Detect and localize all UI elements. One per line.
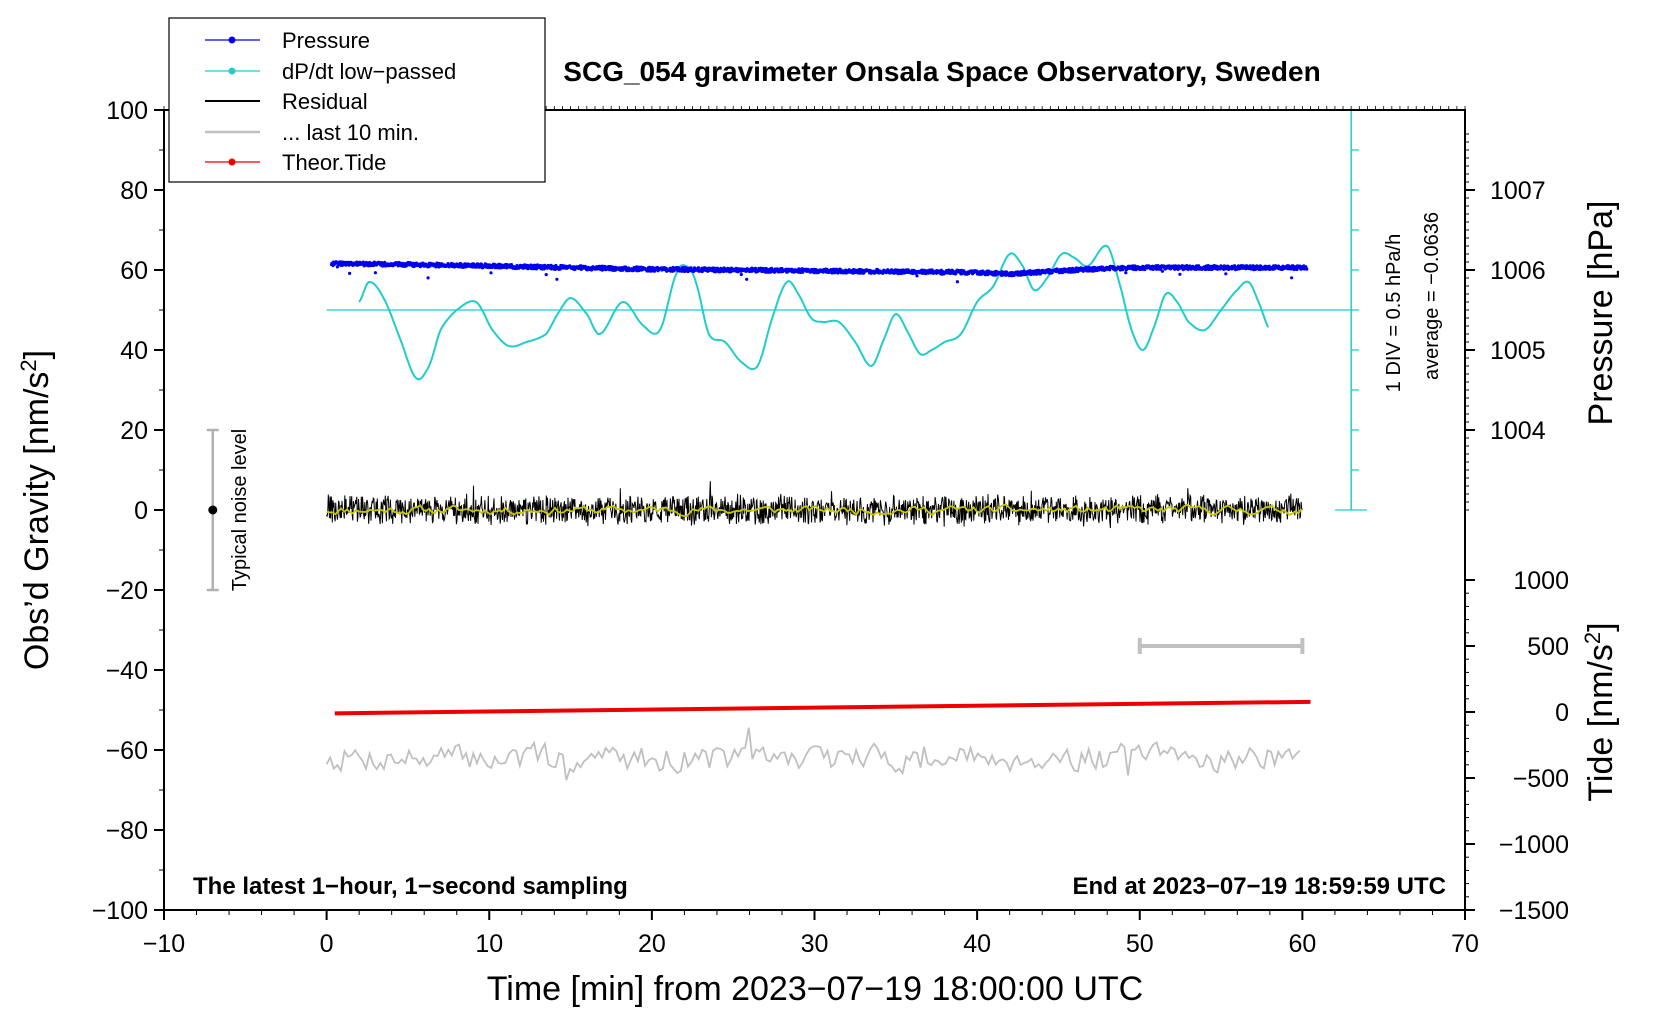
x-tick-label: 20 <box>638 930 666 958</box>
ticks-layer: −10 0 10 20 30 40 50 60 70100806040200−20−40−60−… <box>92 97 1569 958</box>
legend-marker-tide <box>228 158 236 166</box>
legend-label-pressure: Pressure <box>282 28 370 53</box>
y-tick-label: −40 <box>106 657 148 685</box>
pressure-tick-label: 1007 <box>1490 177 1546 205</box>
legend-label-residual: Residual <box>282 89 368 114</box>
series-residual <box>326 481 1303 529</box>
pressure-point <box>1224 272 1228 276</box>
legend-label-tide: Theor.Tide <box>282 150 386 175</box>
tide-tick-label: −1500 <box>1499 897 1569 925</box>
series-residual-shifted-gray <box>325 727 1301 781</box>
pressure-point <box>426 276 430 280</box>
pressure-point <box>373 271 377 275</box>
x-tick-label: −10 <box>143 930 185 958</box>
pressure-point <box>1160 269 1164 273</box>
legend-marker-pressure <box>228 36 236 44</box>
pressure-point <box>739 272 743 277</box>
legend-label-last10: ... last 10 min. <box>282 120 419 145</box>
annotation-sampling: The latest 1−hour, 1−second sampling <box>193 873 628 900</box>
pressure-point <box>383 260 387 264</box>
pressure-point <box>689 266 693 270</box>
pressure-tick-label: 1005 <box>1490 337 1546 365</box>
series-dpdt-low-passed <box>358 244 1270 381</box>
noise-level-label: Typical noise level <box>229 429 251 591</box>
pressure-point <box>915 274 919 278</box>
pressure-point <box>1295 267 1299 272</box>
legend: Pressure dP/dt low−passed Residual ... l… <box>168 17 546 183</box>
chart-title: SCG_054 gravimeter Onsala Space Observat… <box>563 56 1320 87</box>
pressure-point <box>555 277 559 281</box>
tide-tick-label: −500 <box>1513 765 1569 793</box>
y-tick-label: −80 <box>106 817 148 845</box>
legend-marker-dpdt <box>228 67 236 75</box>
pressure-point <box>696 266 701 270</box>
tide-tick-label: −1000 <box>1499 831 1569 859</box>
pressure-point <box>1176 267 1180 271</box>
series-layer <box>206 109 1368 781</box>
x-tick-label: 30 <box>801 930 829 958</box>
y-tick-label: 20 <box>120 417 148 445</box>
pressure-point <box>544 273 548 277</box>
pressure-point <box>1124 271 1128 275</box>
pressure-tick-label: 1004 <box>1490 417 1546 445</box>
x-tick-label: 50 <box>1126 930 1154 958</box>
pressure-point <box>348 271 352 275</box>
pressure-point <box>489 271 493 275</box>
average-label: average = −0.0636 <box>1421 212 1443 380</box>
pressure-point <box>1290 276 1294 280</box>
x-tick-label: 40 <box>963 930 991 958</box>
pressure-point <box>955 280 960 284</box>
y-tick-label: −100 <box>92 897 148 925</box>
pressure-point <box>812 271 817 275</box>
y-tick-label: 100 <box>106 97 148 125</box>
pressure-tick-label: 1006 <box>1490 257 1546 285</box>
pressure-point <box>722 269 726 274</box>
y-tick-label: 60 <box>120 257 148 285</box>
pressure-point <box>798 270 803 275</box>
y-axis-title-pressure: Pressure [hPa] <box>1582 201 1620 426</box>
y-tick-label: 80 <box>120 177 148 205</box>
y-tick-label: 0 <box>134 497 148 525</box>
y-axis-title-left: Obs’d Gravity [nm/s2] <box>16 350 56 670</box>
pressure-point <box>1305 267 1309 271</box>
x-tick-label: 70 <box>1451 930 1479 958</box>
annotation-end-time: End at 2023−07−19 18:59:59 UTC <box>1072 873 1446 900</box>
legend-label-dpdt: dP/dt low−passed <box>282 59 456 84</box>
tide-tick-label: 1000 <box>1513 567 1569 595</box>
y-tick-label: 40 <box>120 337 148 365</box>
pressure-point <box>1178 272 1182 276</box>
x-axis-title: Time [min] from 2023−07−19 18:00:00 UTC <box>487 970 1143 1008</box>
x-tick-label: 10 <box>475 930 503 958</box>
y-tick-label: −60 <box>106 737 148 765</box>
y-tick-label: −20 <box>106 577 148 605</box>
pressure-point <box>745 277 749 281</box>
pressure-point <box>549 263 553 267</box>
x-tick-label: 0 <box>320 930 334 958</box>
y-axis-title-tide: Tide [nm/s2] <box>1580 622 1620 801</box>
x-tick-label: 60 <box>1288 930 1316 958</box>
noise-level-point <box>208 505 218 515</box>
tide-tick-label: 0 <box>1555 699 1569 727</box>
scale-bar-label: 1 DIV = 0.5 hPa/h <box>1383 234 1405 392</box>
series-pressure <box>329 260 1309 284</box>
pressure-point <box>1037 268 1041 272</box>
series-theoretical-tide <box>334 699 1311 716</box>
tide-tick-label: 500 <box>1527 633 1569 661</box>
series-residual-smoothed <box>326 503 1303 518</box>
